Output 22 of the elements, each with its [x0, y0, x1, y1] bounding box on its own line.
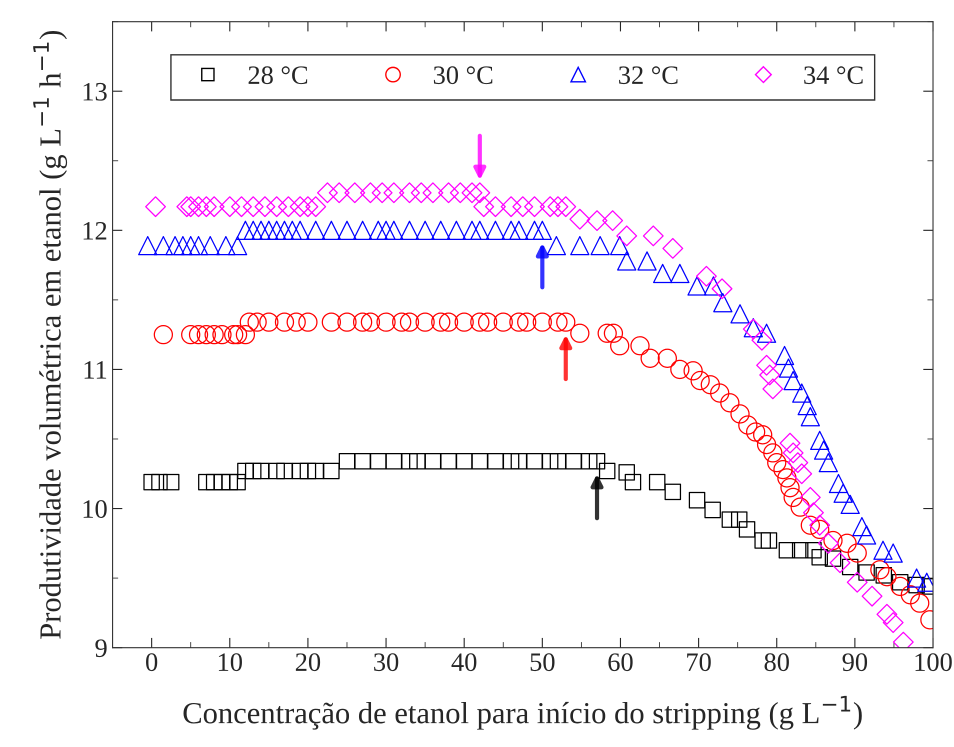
x-tick-label: 70: [687, 653, 711, 672]
x-tick-label: 0: [146, 653, 158, 672]
x-tick-label: 80: [764, 653, 789, 672]
y-tick-label: 12: [84, 222, 106, 240]
x-tick-label: 100: [916, 653, 952, 672]
legend-label: 32 °C: [619, 66, 678, 84]
x-tick-label: 40: [452, 653, 476, 672]
y-tick-label: 9: [95, 639, 107, 658]
x-tick-label: 50: [530, 653, 555, 672]
y-tick-label: 11: [84, 361, 106, 379]
y-axis-title: Produtividade volumétrica em etanol (g L$^{−1}$ h$^{−1}$): [33, 31, 68, 639]
y-tick-label: 13: [84, 82, 107, 101]
legend-label: 34 °C: [804, 66, 863, 84]
legend-label: 28 °C: [248, 66, 308, 84]
x-tick-label: 30: [374, 653, 398, 672]
x-tick-label: 90: [842, 653, 868, 672]
x-tick-label: 60: [608, 653, 633, 672]
x-tick-label: 10: [218, 653, 242, 672]
legend-label: 30 °C: [434, 66, 492, 84]
y-tick-label: 10: [84, 500, 107, 518]
x-tick-label: 20: [296, 653, 320, 672]
x-axis-title: Concentração de etanol para início do stripping (g L$^{−1}$): [184, 696, 862, 730]
